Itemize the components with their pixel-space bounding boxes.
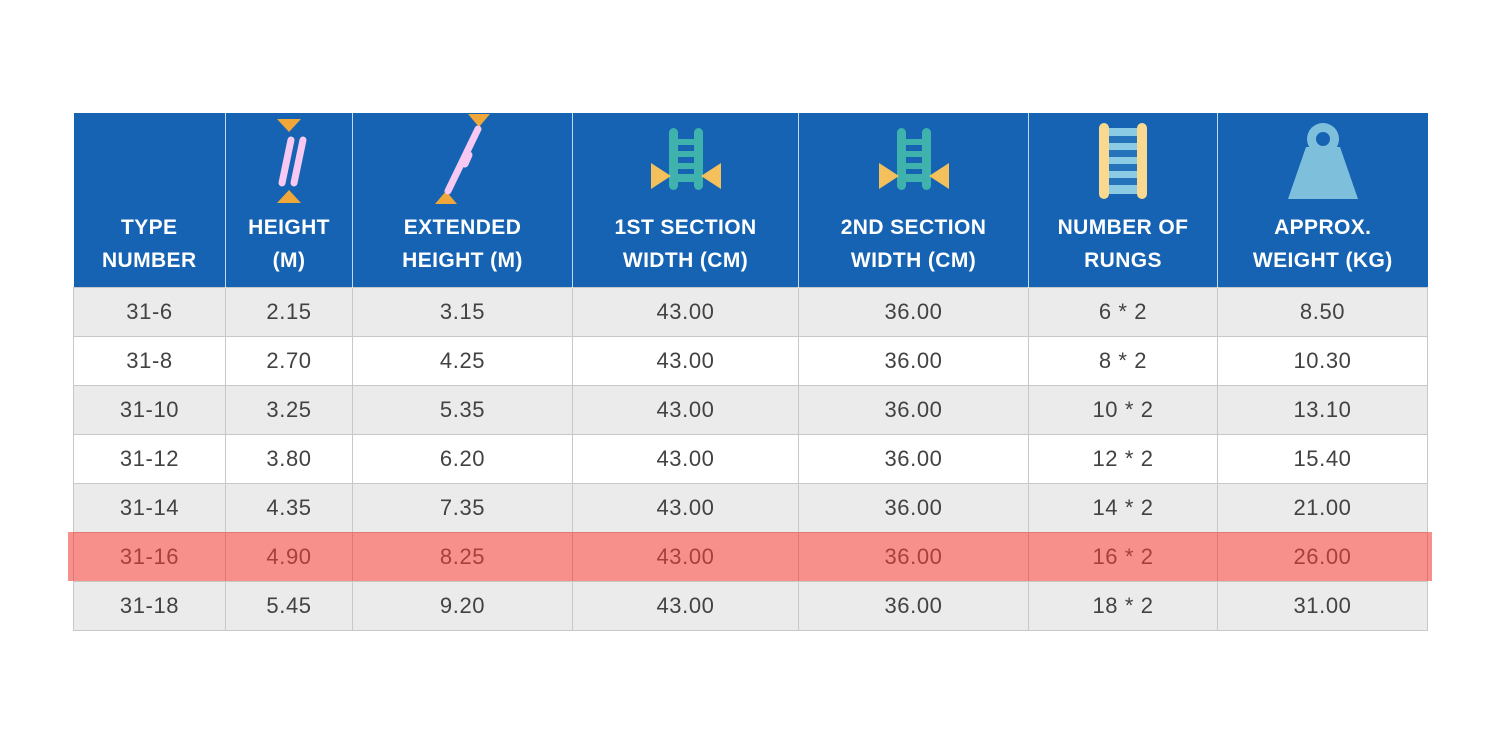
- table-cell: 9.20: [352, 580, 573, 631]
- table-cell: 12 * 2: [1028, 433, 1218, 484]
- table-cell: 31.00: [1217, 580, 1428, 631]
- table-cell: 4.90: [225, 531, 353, 582]
- table-cell: 43.00: [572, 433, 799, 484]
- table-cell: 3.15: [352, 286, 573, 337]
- col-header-number-of-rungs: NUMBER OF RUNGS: [1028, 113, 1218, 287]
- spec-table-container: TYPE NUMBER: [68, 113, 1432, 631]
- col-label: 2ND SECTION: [840, 215, 987, 239]
- table-cell: 31-12: [73, 433, 226, 484]
- col-label: HEIGHT (M): [402, 248, 523, 272]
- table-cell: 43.00: [572, 580, 799, 631]
- table-cell: 36.00: [798, 531, 1029, 582]
- table-cell: 8.25: [352, 531, 573, 582]
- table-cell: 16 * 2: [1028, 531, 1218, 582]
- table-cell: 2.70: [225, 335, 353, 386]
- table-cell: 43.00: [572, 482, 799, 533]
- table-cell: 21.00: [1217, 482, 1428, 533]
- col-header-extended-height: EXTENDED HEIGHT (M): [352, 113, 573, 287]
- table-cell: 5.35: [352, 384, 573, 435]
- table-cell: 5.45: [225, 580, 353, 631]
- table-cell: 31-6: [73, 286, 226, 337]
- table-cell: 10 * 2: [1028, 384, 1218, 435]
- table-cell: 31-16: [73, 531, 226, 582]
- table-row: 31-18 5.45 9.20 43.00 36.00 18 * 2 31.00: [73, 580, 1428, 631]
- table-cell: 14 * 2: [1028, 482, 1218, 533]
- table-row: 31-12 3.80 6.20 43.00 36.00 12 * 2 15.40: [73, 433, 1428, 484]
- table-row: 31-6 2.15 3.15 43.00 36.00 6 * 2 8.50: [73, 286, 1428, 337]
- col-label: WIDTH (CM): [850, 248, 977, 272]
- table-cell: 8 * 2: [1028, 335, 1218, 386]
- col-label: 1ST SECTION: [614, 215, 757, 239]
- col-label: HEIGHT: [248, 215, 330, 239]
- col-header-2nd-section-width: 2ND SECTION WIDTH (CM): [798, 113, 1029, 287]
- table-row-highlighted: 31-16 4.90 8.25 43.00 36.00 16 * 2 26.00: [73, 531, 1428, 582]
- table-cell: 43.00: [572, 335, 799, 386]
- col-header-height: HEIGHT (M): [225, 113, 353, 287]
- table-cell: 36.00: [798, 335, 1029, 386]
- table-cell: 31-8: [73, 335, 226, 386]
- col-label: APPROX.: [1274, 215, 1372, 239]
- table-header: TYPE NUMBER: [73, 113, 1428, 287]
- table-cell: 2.15: [225, 286, 353, 337]
- table-cell: 36.00: [798, 580, 1029, 631]
- col-label: WIDTH (CM): [622, 248, 749, 272]
- table-row: 31-10 3.25 5.35 43.00 36.00 10 * 2 13.10: [73, 384, 1428, 435]
- table-cell: 15.40: [1217, 433, 1428, 484]
- table-cell: 4.35: [225, 482, 353, 533]
- col-header-type-number: TYPE NUMBER: [73, 113, 226, 287]
- table-cell: 3.80: [225, 433, 353, 484]
- table-cell: 31-14: [73, 482, 226, 533]
- table-cell: 36.00: [798, 433, 1029, 484]
- ladder-width-icon: [644, 117, 728, 205]
- weight-icon: [1286, 117, 1360, 205]
- table-cell: 13.10: [1217, 384, 1428, 435]
- col-label: RUNGS: [1084, 248, 1162, 272]
- table-cell: 26.00: [1217, 531, 1428, 582]
- height-icon: [265, 117, 313, 205]
- table-cell: 10.30: [1217, 335, 1428, 386]
- table-cell: 8.50: [1217, 286, 1428, 337]
- col-label: NUMBER OF: [1057, 215, 1189, 239]
- table-cell: 3.25: [225, 384, 353, 435]
- col-header-1st-section-width: 1ST SECTION WIDTH (CM): [572, 113, 799, 287]
- col-label: TYPE: [121, 215, 178, 239]
- ladder-rungs-icon: [1097, 117, 1149, 205]
- table-row: 31-14 4.35 7.35 43.00 36.00 14 * 2 21.00: [73, 482, 1428, 533]
- col-label: (M): [272, 248, 306, 272]
- table-cell: 7.35: [352, 482, 573, 533]
- table-cell: 36.00: [798, 384, 1029, 435]
- extended-height-icon: [434, 113, 492, 205]
- col-header-approx-weight: APPROX. WEIGHT (KG): [1217, 113, 1428, 287]
- table-body: 31-6 2.15 3.15 43.00 36.00 6 * 2 8.50 31…: [73, 286, 1428, 631]
- col-label: EXTENDED: [403, 215, 522, 239]
- table-cell: 6 * 2: [1028, 286, 1218, 337]
- table-cell: 43.00: [572, 531, 799, 582]
- table-cell: 18 * 2: [1028, 580, 1218, 631]
- table-cell: 36.00: [798, 286, 1029, 337]
- table-cell: 31-10: [73, 384, 226, 435]
- table-cell: 31-18: [73, 580, 226, 631]
- table-row: 31-8 2.70 4.25 43.00 36.00 8 * 2 10.30: [73, 335, 1428, 386]
- table-cell: 6.20: [352, 433, 573, 484]
- table-cell: 36.00: [798, 482, 1029, 533]
- ladder-width-icon: [872, 117, 956, 205]
- col-label: WEIGHT (KG): [1252, 248, 1393, 272]
- ladder-spec-table: TYPE NUMBER: [73, 113, 1428, 631]
- table-cell: 43.00: [572, 286, 799, 337]
- table-cell: 43.00: [572, 384, 799, 435]
- col-label: NUMBER: [101, 248, 197, 272]
- table-cell: 4.25: [352, 335, 573, 386]
